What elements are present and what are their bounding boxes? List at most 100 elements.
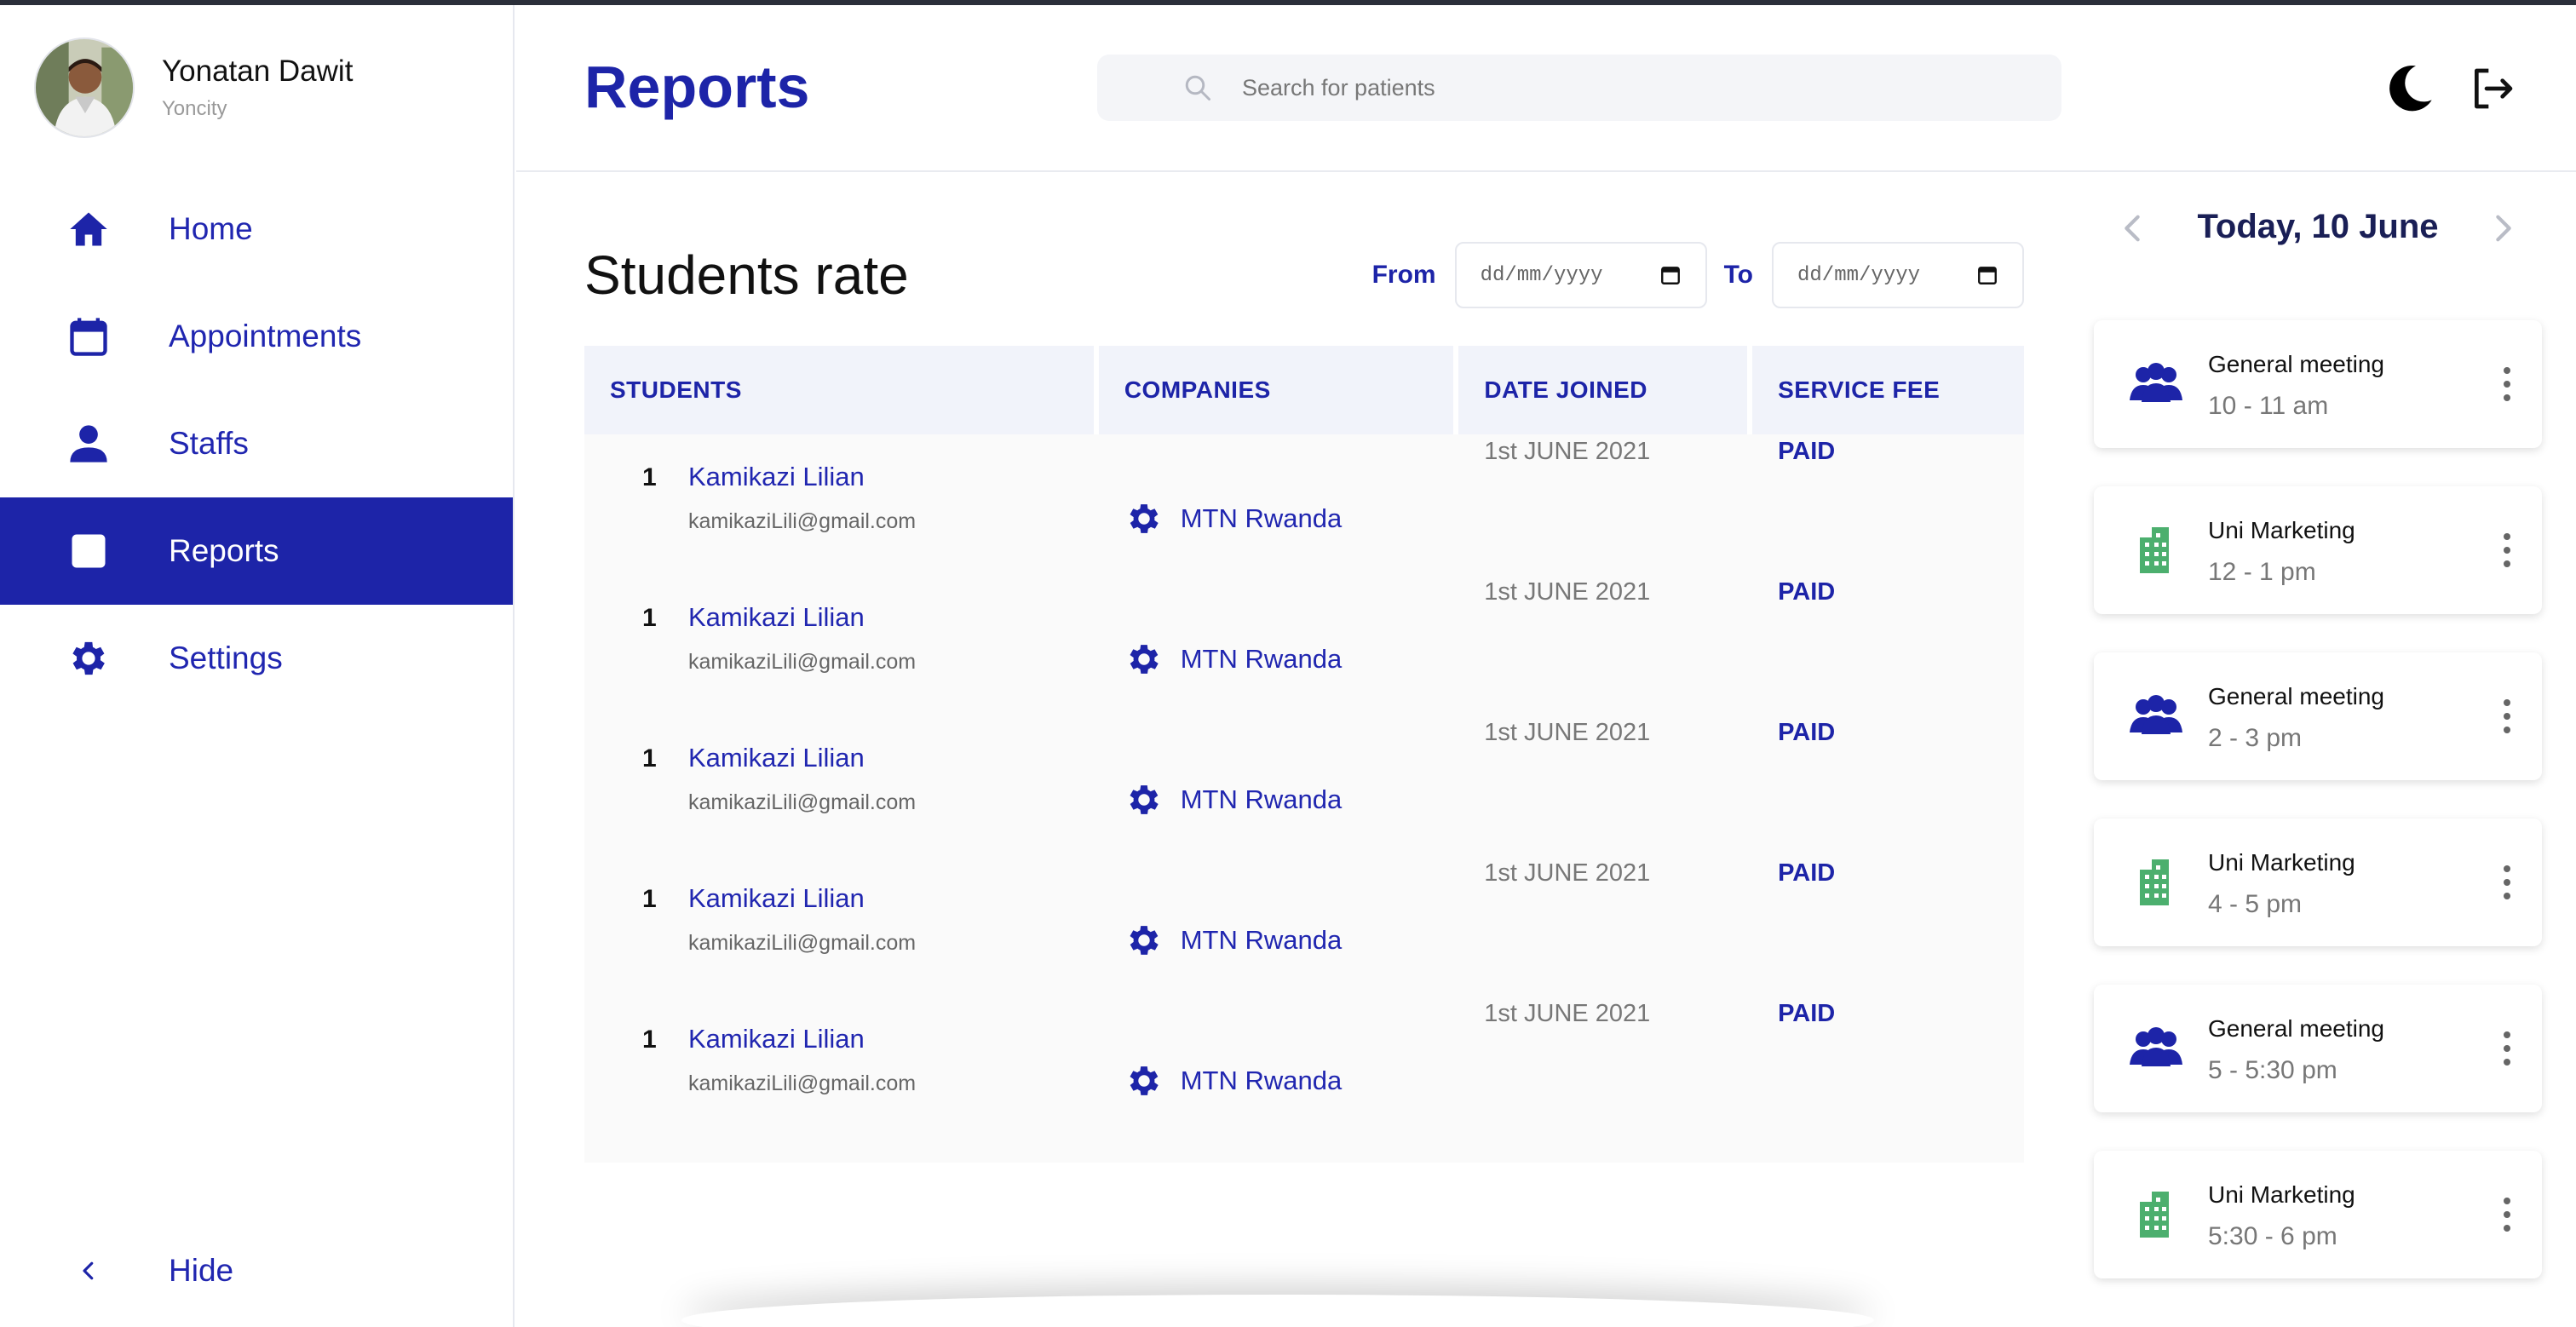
- group-icon: [2130, 363, 2182, 402]
- group-icon: [2130, 695, 2182, 734]
- event-card[interactable]: General meeting 5 - 5:30 pm: [2094, 985, 2542, 1112]
- sidebar-item-label: Reports: [169, 533, 279, 568]
- sidebar-item-home[interactable]: Home: [0, 175, 513, 283]
- to-label: To: [1723, 261, 1753, 289]
- schedule-header: Today, 10 June: [2094, 179, 2542, 281]
- service-fee-status: PAID: [1778, 438, 1836, 465]
- date-filter: From dd/mm/yyyy To dd/mm/yyyy: [1372, 242, 2024, 308]
- more-options-icon[interactable]: [2501, 863, 2513, 902]
- building-icon: [2140, 859, 2169, 905]
- logout-icon[interactable]: [2469, 65, 2516, 112]
- calendar-picker-icon[interactable]: [1659, 264, 1682, 286]
- date-joined: 1st JUNE 2021: [1484, 859, 1651, 887]
- column-header-date-joined[interactable]: DATE JOINED: [1458, 346, 1748, 434]
- hide-sidebar-button[interactable]: Hide: [66, 1249, 233, 1293]
- row-number: 1: [642, 885, 657, 913]
- sidebar-item-appointments[interactable]: Appointments: [0, 283, 513, 390]
- row-number: 1: [642, 1025, 657, 1054]
- sidebar-item-settings[interactable]: Settings: [0, 605, 513, 712]
- event-list: General meeting 10 - 11 am Uni Marketing…: [2094, 320, 2542, 1317]
- more-options-icon[interactable]: [2501, 531, 2513, 570]
- company-name[interactable]: MTN Rwanda: [1180, 784, 1343, 814]
- event-card[interactable]: Uni Marketing 5:30 - 6 pm: [2094, 1151, 2542, 1278]
- search-bar[interactable]: [1097, 55, 2061, 121]
- schedule-panel: Today, 10 June General meeting 10 - 11 a…: [2094, 179, 2542, 1278]
- event-title: Uni Marketing: [2208, 517, 2355, 543]
- more-options-icon[interactable]: [2501, 1195, 2513, 1234]
- gear-icon: [1130, 1066, 1159, 1095]
- table-row[interactable]: 1 Kamikazi Lilian kamikaziLili@gmail.com…: [584, 856, 2024, 997]
- student-email: kamikaziLili@gmail.com: [688, 509, 917, 533]
- gear-icon: [1130, 784, 1159, 814]
- row-number: 1: [642, 744, 657, 773]
- student-email: kamikaziLili@gmail.com: [688, 790, 917, 814]
- student-email: kamikaziLili@gmail.com: [688, 650, 917, 674]
- table-row[interactable]: 1 Kamikazi Lilian kamikaziLili@gmail.com…: [584, 434, 2024, 575]
- sidebar-item-label: Staffs: [169, 426, 249, 461]
- student-name[interactable]: Kamikazi Lilian: [688, 462, 865, 491]
- chevron-left-icon[interactable]: [2119, 211, 2145, 245]
- event-time: 5:30 - 6 pm: [2208, 1222, 2337, 1250]
- person-icon: [66, 422, 111, 466]
- chevron-right-icon[interactable]: [2491, 211, 2516, 245]
- document-icon: [66, 529, 111, 573]
- sidebar-item-staffs[interactable]: Staffs: [0, 390, 513, 497]
- to-date-value: dd/mm/yyyy: [1797, 263, 1921, 287]
- column-header-companies[interactable]: COMPANIES: [1098, 346, 1454, 434]
- search-icon: [1185, 75, 1210, 101]
- more-options-icon[interactable]: [2501, 365, 2513, 404]
- schedule-date: Today, 10 June: [2197, 208, 2439, 245]
- event-time: 5 - 5:30 pm: [2208, 1056, 2337, 1084]
- user-profile[interactable]: Yonatan Dawit Yoncity: [34, 37, 353, 138]
- more-options-icon[interactable]: [2501, 1029, 2513, 1068]
- to-date-input[interactable]: dd/mm/yyyy: [1772, 242, 2024, 308]
- student-name[interactable]: Kamikazi Lilian: [688, 743, 865, 773]
- company-name[interactable]: MTN Rwanda: [1180, 924, 1343, 955]
- event-card[interactable]: Uni Marketing 12 - 1 pm: [2094, 486, 2542, 614]
- user-subtitle: Yoncity: [162, 97, 227, 120]
- sidebar-item-reports[interactable]: Reports: [0, 497, 513, 605]
- student-name[interactable]: Kamikazi Lilian: [688, 602, 865, 632]
- service-fee-status: PAID: [1778, 719, 1836, 746]
- column-header-service-fee[interactable]: SERVICE FEE: [1752, 346, 2025, 434]
- event-card[interactable]: General meeting 2 - 3 pm: [2094, 652, 2542, 780]
- students-table: STUDENTS COMPANIES DATE JOINED SERVICE F…: [584, 346, 2025, 1163]
- sidebar-item-label: Settings: [169, 641, 283, 675]
- event-title: General meeting: [2208, 1015, 2385, 1042]
- gear-icon: [1130, 925, 1159, 955]
- calendar-picker-icon[interactable]: [1976, 264, 1998, 286]
- avatar-photo-icon: [36, 39, 133, 136]
- event-time: 4 - 5 pm: [2208, 890, 2303, 918]
- more-options-icon[interactable]: [2501, 697, 2513, 736]
- dark-mode-toggle-icon[interactable]: [2382, 61, 2436, 116]
- table-row[interactable]: 1 Kamikazi Lilian kamikaziLili@gmail.com…: [584, 997, 2024, 1137]
- row-number: 1: [642, 604, 657, 632]
- sidebar: Yonatan Dawit Yoncity Home Appointments …: [0, 5, 515, 1327]
- date-joined: 1st JUNE 2021: [1484, 1000, 1651, 1027]
- student-name[interactable]: Kamikazi Lilian: [688, 1024, 865, 1054]
- home-icon: [66, 207, 111, 251]
- table-row[interactable]: 1 Kamikazi Lilian kamikaziLili@gmail.com…: [584, 715, 2024, 856]
- from-date-input[interactable]: dd/mm/yyyy: [1454, 242, 1707, 308]
- column-header-students[interactable]: STUDENTS: [584, 346, 1094, 434]
- service-fee-status: PAID: [1778, 1000, 1836, 1027]
- company-name[interactable]: MTN Rwanda: [1180, 503, 1343, 533]
- date-joined: 1st JUNE 2021: [1484, 719, 1651, 746]
- student-email: kamikaziLili@gmail.com: [688, 1071, 917, 1095]
- company-name[interactable]: MTN Rwanda: [1180, 643, 1343, 674]
- event-title: Uni Marketing: [2208, 1181, 2355, 1208]
- service-fee-status: PAID: [1778, 859, 1836, 887]
- sidebar-item-label: Appointments: [169, 319, 362, 353]
- event-card[interactable]: General meeting 10 - 11 am: [2094, 320, 2542, 448]
- sidebar-item-label: Home: [169, 211, 253, 246]
- company-name[interactable]: MTN Rwanda: [1180, 1065, 1343, 1095]
- search-input[interactable]: [1242, 74, 2009, 101]
- gear-icon: [1130, 644, 1159, 674]
- date-joined: 1st JUNE 2021: [1484, 438, 1651, 465]
- student-name[interactable]: Kamikazi Lilian: [688, 883, 865, 913]
- event-time: 2 - 3 pm: [2208, 724, 2303, 752]
- student-email: kamikaziLili@gmail.com: [688, 931, 917, 955]
- event-card[interactable]: Uni Marketing 4 - 5 pm: [2094, 819, 2542, 946]
- header: Reports: [516, 5, 2576, 172]
- table-row[interactable]: 1 Kamikazi Lilian kamikaziLili@gmail.com…: [584, 575, 2024, 715]
